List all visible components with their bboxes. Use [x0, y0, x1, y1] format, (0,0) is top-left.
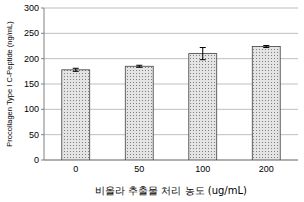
error-cap	[136, 67, 142, 68]
bar	[125, 66, 153, 160]
grid-line	[44, 33, 298, 34]
error-cap	[136, 65, 142, 66]
x-tick-label: 50	[134, 164, 144, 174]
error-bar	[200, 48, 206, 60]
error-cap	[263, 47, 269, 48]
y-tick-label: 150	[24, 79, 39, 89]
error-bar	[73, 68, 79, 71]
error-bar	[136, 65, 142, 67]
error-cap	[263, 45, 269, 46]
x-tick-label: 100	[195, 164, 210, 174]
error-cap	[73, 68, 79, 69]
grid-line	[44, 8, 298, 9]
bars	[62, 45, 280, 160]
y-axis-title: Procollagen Type I C-Peptide (ng/mL)	[5, 21, 14, 147]
chart: 0 50 100 150 200 250 300 0 50 100 200 비올라 추출물 처리 농도…	[0, 0, 304, 202]
y-tick-label: 100	[24, 104, 39, 114]
y-tick-label: 200	[24, 54, 39, 64]
error-bar	[263, 45, 269, 47]
bar	[252, 47, 280, 160]
y-tick-label: 50	[29, 130, 39, 140]
y-tick-label: 250	[24, 28, 39, 38]
error-cap	[73, 71, 79, 72]
y-tick-label: 0	[34, 155, 39, 165]
error-cap	[200, 47, 206, 48]
y-axis	[44, 8, 45, 160]
bar	[62, 70, 90, 160]
bar	[189, 54, 217, 160]
y-tick-label: 300	[24, 3, 39, 13]
x-tick-label: 200	[259, 164, 274, 174]
error-cap	[200, 59, 206, 60]
error-stem	[202, 48, 203, 60]
x-tick-label: 0	[73, 164, 78, 174]
x-axis-title: 비올라 추출물 처리 농도 (ug/mL)	[95, 185, 247, 196]
